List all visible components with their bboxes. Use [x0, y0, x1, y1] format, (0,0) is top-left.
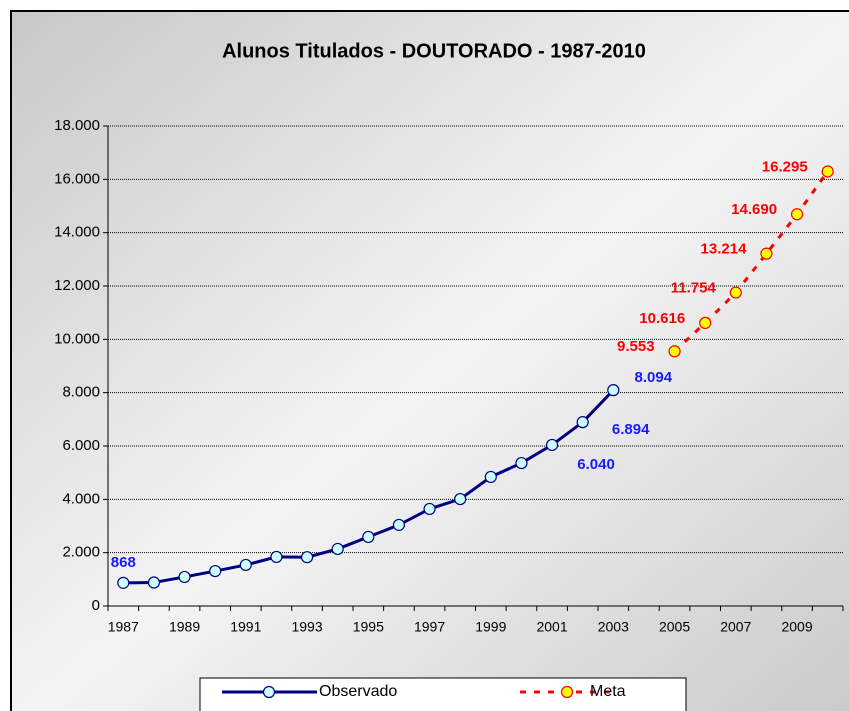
- data-label: 11.754: [671, 280, 717, 297]
- legend-label: Observado: [319, 683, 397, 700]
- y-tick-label: 16.000: [54, 170, 100, 187]
- point-marker: [147, 576, 161, 589]
- point-marker: [668, 345, 681, 358]
- point-marker: [729, 286, 742, 299]
- point-marker: [760, 247, 773, 260]
- point-marker: [392, 518, 406, 532]
- point-marker: [331, 542, 344, 556]
- point-marker: [576, 416, 589, 429]
- data-label: 9.553: [617, 338, 655, 355]
- point-marker: [484, 470, 497, 484]
- point-marker: [300, 551, 314, 564]
- x-tick-label: 2009: [781, 619, 812, 635]
- chart-frame: [10, 10, 849, 711]
- legend-marker: [560, 685, 574, 699]
- point-marker: [423, 502, 436, 516]
- point-marker: [515, 456, 528, 470]
- y-tick-label: 4.000: [62, 490, 100, 507]
- x-tick-label: 2001: [536, 619, 567, 635]
- x-tick-label: 1997: [414, 619, 445, 635]
- x-tick-label: 1999: [475, 619, 506, 635]
- data-label: 10.616: [639, 310, 685, 327]
- x-tick-label: 2007: [720, 619, 751, 635]
- data-label: 8.094: [635, 369, 673, 386]
- y-tick-label: 18.000: [54, 117, 100, 134]
- y-tick-label: 6.000: [62, 437, 100, 454]
- y-tick-label: 10.000: [54, 330, 100, 347]
- x-tick-label: 1987: [108, 619, 139, 635]
- x-tick-label: 1989: [169, 619, 200, 635]
- x-tick-label: 2005: [659, 619, 690, 635]
- legend-label: Meta: [590, 683, 626, 700]
- point-marker: [821, 165, 834, 178]
- y-tick-label: 2.000: [62, 544, 100, 561]
- data-label: 14.690: [731, 201, 777, 218]
- data-label: 6.894: [612, 421, 650, 438]
- y-tick-label: 0: [92, 597, 100, 614]
- y-tick-label: 12.000: [54, 277, 100, 294]
- legend-box: [199, 677, 687, 711]
- point-marker: [209, 564, 222, 578]
- point-marker: [454, 492, 467, 506]
- y-tick-label: 14.000: [54, 224, 100, 241]
- point-marker: [699, 316, 712, 330]
- chart-title: Alunos Titulados - DOUTORADO - 1987-2010: [222, 40, 646, 62]
- y-tick-label: 8.000: [62, 384, 100, 401]
- data-label: 868: [111, 554, 136, 571]
- point-marker: [545, 438, 559, 452]
- point-marker: [607, 384, 620, 397]
- point-marker: [239, 558, 252, 572]
- point-marker: [790, 208, 804, 221]
- point-marker: [362, 530, 375, 544]
- x-tick-label: 1995: [353, 619, 384, 635]
- x-tick-label: 1993: [291, 619, 322, 635]
- legend-marker: [262, 685, 276, 699]
- point-marker: [178, 570, 191, 584]
- data-label: 16.295: [762, 158, 808, 175]
- data-label: 13.214: [701, 241, 748, 258]
- x-tick-label: 2003: [598, 619, 629, 635]
- x-tick-label: 1991: [230, 619, 261, 635]
- data-label: 6.040: [577, 456, 615, 473]
- point-marker: [117, 576, 130, 589]
- point-marker: [270, 550, 283, 564]
